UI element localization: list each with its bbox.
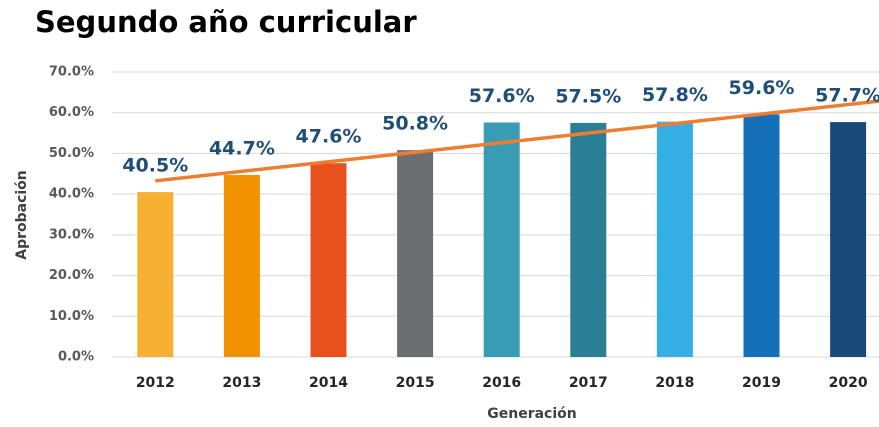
y-tick-label: 20.0% (49, 268, 94, 283)
bar (223, 175, 260, 357)
y-tick-label: 70.0% (49, 65, 94, 80)
x-tick-label: 2012 (136, 375, 175, 391)
value-label: 57.5% (555, 85, 621, 107)
bar (830, 122, 867, 357)
y-tick-label: 30.0% (49, 227, 94, 242)
x-tick-label: 2018 (655, 375, 694, 391)
bar (397, 150, 434, 357)
bar (137, 192, 174, 357)
value-label: 57.6% (469, 85, 535, 107)
x-tick-label: 2020 (829, 375, 868, 391)
x-tick-label: 2013 (222, 375, 261, 391)
x-tick-label: 2016 (482, 375, 521, 391)
value-label: 57.7% (815, 85, 879, 107)
value-label: 57.8% (642, 84, 708, 106)
bar (570, 122, 607, 358)
y-tick-label: 0.0% (58, 350, 94, 365)
value-label: 40.5% (122, 155, 188, 177)
x-tick-label: 2015 (396, 375, 435, 391)
x-tick-label: 2017 (569, 375, 608, 391)
y-tick-label: 40.0% (49, 187, 94, 202)
bar (656, 121, 693, 358)
x-tick-label: 2019 (742, 375, 781, 391)
y-tick-label: 10.0% (49, 309, 94, 324)
y-axis-label: Aprobación (14, 170, 30, 260)
bar (743, 114, 780, 357)
value-label: 50.8% (382, 113, 448, 135)
chart-title: Segundo año curricular (35, 5, 417, 39)
value-label: 44.7% (209, 138, 275, 160)
x-tick-label: 2014 (309, 375, 348, 391)
bar (310, 163, 347, 357)
x-axis-label: Generación (487, 406, 576, 422)
value-label: 59.6% (729, 77, 795, 99)
value-label: 47.6% (296, 126, 362, 148)
bar (483, 122, 520, 357)
y-tick-label: 60.0% (49, 105, 94, 120)
y-tick-label: 50.0% (49, 146, 94, 161)
trendline (155, 99, 879, 183)
